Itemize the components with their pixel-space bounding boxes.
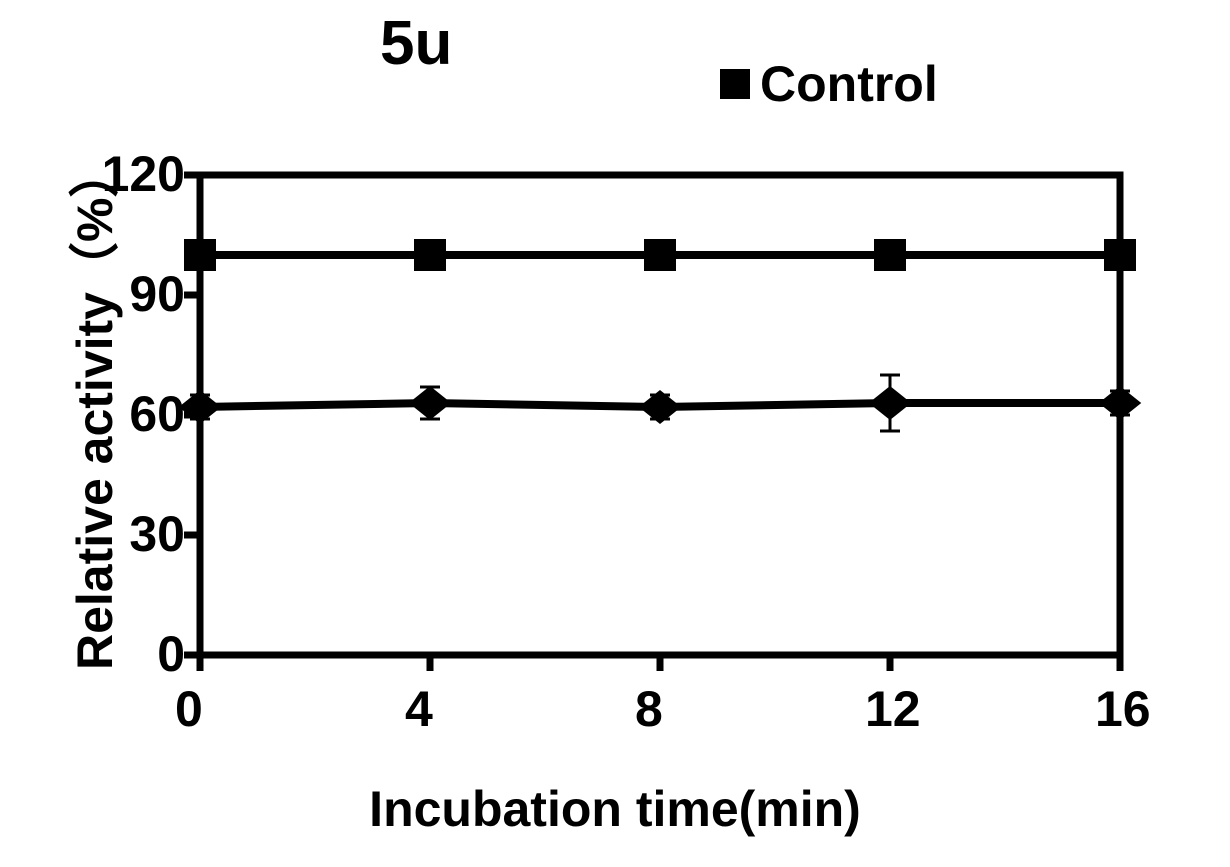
y-tick-label: 60: [129, 385, 185, 443]
x-tick-label: 16: [1095, 680, 1151, 738]
y-tick-label: 30: [129, 505, 185, 563]
y-tick-label: 0: [157, 625, 185, 683]
x-tick-label: 12: [865, 680, 921, 738]
x-tick-label: 4: [405, 680, 433, 738]
y-axis-label: Relative activity（%）: [55, 150, 127, 670]
x-axis-label: Incubation time(min): [0, 780, 1230, 838]
y-tick-label: 90: [129, 265, 185, 323]
x-tick-label: 8: [635, 680, 663, 738]
y-tick-label: 120: [102, 145, 185, 203]
chart-container: 5u Control Relative activity（%） Incubati…: [0, 0, 1230, 867]
x-tick-label: 0: [175, 680, 203, 738]
